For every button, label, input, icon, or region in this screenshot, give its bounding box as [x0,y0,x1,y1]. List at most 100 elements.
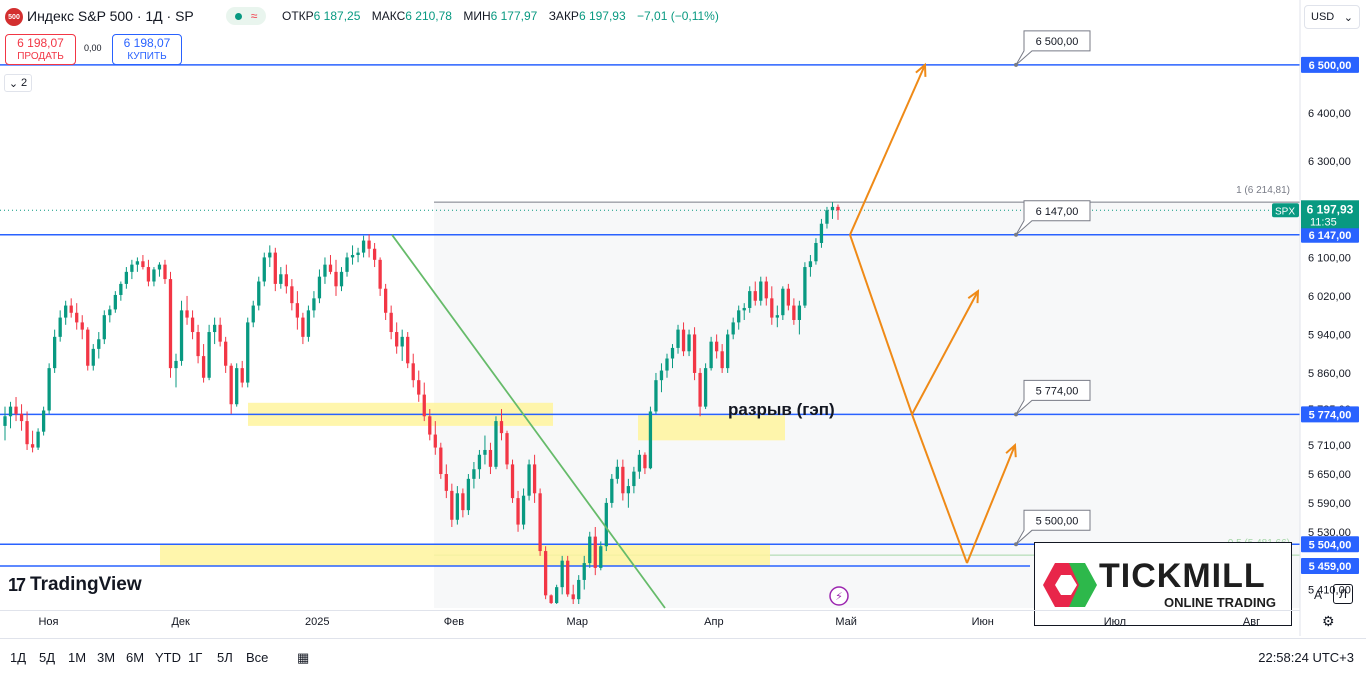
candle-body [494,421,498,467]
candle-body [808,261,813,268]
fib-label-1: 1 (6 214,81) [1236,185,1290,196]
x-tick-label: Фев [443,616,465,628]
timeframe-button[interactable]: 1Д [10,650,27,665]
candle-body [113,294,117,310]
candle-body [163,264,167,280]
candle-body [295,303,300,318]
y-tick-label: 5 860,00 [1308,368,1351,380]
candle-body [709,341,713,369]
candle-body [350,255,355,258]
candle-body [201,356,206,378]
level-callout-text: 6 500,00 [1036,36,1079,48]
indicators-toggle[interactable]: ⌄ 2 [4,74,32,92]
y-tick-label: 5 940,00 [1308,329,1351,341]
candle-body [731,322,735,335]
sell-price: 6 198,07 [17,36,64,50]
y-tick-label: 5 650,00 [1308,469,1351,481]
candle-body [632,471,636,487]
support-zone-5500 [160,544,770,567]
sell-label: ПРОДАТЬ [17,51,64,62]
level-callout [1015,200,1091,236]
candle-body [224,341,228,366]
candle-body [367,240,371,249]
candle-body [75,312,79,323]
candle-body [301,317,305,337]
projection-line [849,234,913,415]
symbol-title[interactable]: Индекс S&P 500 · 1Д · SP [27,8,194,24]
candle-body [328,264,333,272]
timeframe-button[interactable]: 3М [97,650,116,665]
currency-label: USD [1311,11,1335,23]
log-scale-button[interactable]: Л [1333,584,1353,604]
timeframe-button[interactable]: 5Л [217,650,233,665]
spread-value: 0,00 [84,43,102,53]
candle-body [461,493,465,511]
level-callout-text: 5 774,00 [1036,385,1079,397]
buy-button[interactable]: 6 198,07 КУПИТЬ [112,34,182,65]
auto-scale-button[interactable]: A [1313,588,1322,602]
candle-body [659,370,664,381]
candle-body [428,416,432,435]
candle-body [444,474,448,491]
settings-gear-icon[interactable]: ⚙ [1322,613,1335,629]
level-price-tag-text: 5 774,00 [1309,409,1352,421]
currency-select[interactable]: USD ⌄ [1304,5,1360,29]
symbol-tag-text: SPX [1275,206,1295,217]
candle-body [499,421,504,434]
candle-body [648,411,653,469]
ohlc-high-value: 6 210,78 [405,9,452,23]
candle-body [626,486,631,494]
timeframe-button[interactable]: 6М [126,650,145,665]
candle-body [516,498,520,525]
candle-body [797,305,802,320]
candle-body [764,281,768,299]
projection-arrowhead [1005,443,1017,458]
candle-body [588,536,592,564]
y-tick-label: 5 590,00 [1308,498,1351,510]
candle-body [152,269,156,282]
last-price-value: 6 197,93 [1307,202,1354,216]
clock[interactable]: 22:58:24 UTC+3 [1258,650,1354,665]
timeframe-button[interactable]: 1М [68,650,87,665]
candle-body [190,317,195,333]
candle-body [400,336,404,347]
ohlc-change: −7,01 (−0,11%) [637,9,719,23]
candle-body [69,305,73,313]
candle-body [726,334,730,369]
candle-body [284,274,288,287]
calendar-range-icon[interactable]: ▦ [297,650,310,665]
timeframe-button[interactable]: 5Д [39,650,56,665]
candle-body [361,240,366,253]
candle-body [168,279,173,369]
symbol-logo-icon[interactable]: 500 [5,8,23,26]
level-callout [1015,379,1091,415]
timeframe-button[interactable]: Все [246,650,269,665]
ohlc-values: ОТКР6 187,25 МАКС6 210,78 МИН6 177,97 ЗА… [282,9,719,23]
projection-arrowhead [967,289,980,304]
candle-body [86,329,90,366]
time-axis[interactable]: Ноя Дек 2025 Фев Мар Апр Май Июн Июл Авг [0,610,1300,634]
event-lightning-glyph: ⚡ [835,590,843,603]
timeframe-button[interactable]: 1Г [188,650,203,665]
candle-body [830,206,835,211]
market-status[interactable]: ≈ [226,7,266,25]
candle-body [64,305,68,318]
timeframe-button[interactable]: YTD [155,650,181,665]
sell-button[interactable]: 6 198,07 ПРОДАТЬ [5,34,76,65]
candle-body [737,310,741,323]
callout-anchor [1014,412,1018,417]
candle-body [80,322,84,330]
ohlc-close-label: ЗАКР [548,9,579,23]
y-tick-label: 6 400,00 [1308,108,1351,120]
candle-body [356,252,360,256]
candle-body [235,368,239,405]
y-tick-label: 6 020,00 [1308,291,1351,303]
level-price-tag [1301,226,1359,243]
tickmill-logo-icon [1043,563,1097,607]
candle-body [273,252,277,284]
candle-body [560,560,564,588]
tradingview-watermark[interactable]: 17 TradingView [8,574,142,596]
y-tick-label: 5 410,00 [1308,585,1351,597]
gap-annotation[interactable]: разрыв (гэп) [728,400,835,419]
candle-body [698,372,702,407]
